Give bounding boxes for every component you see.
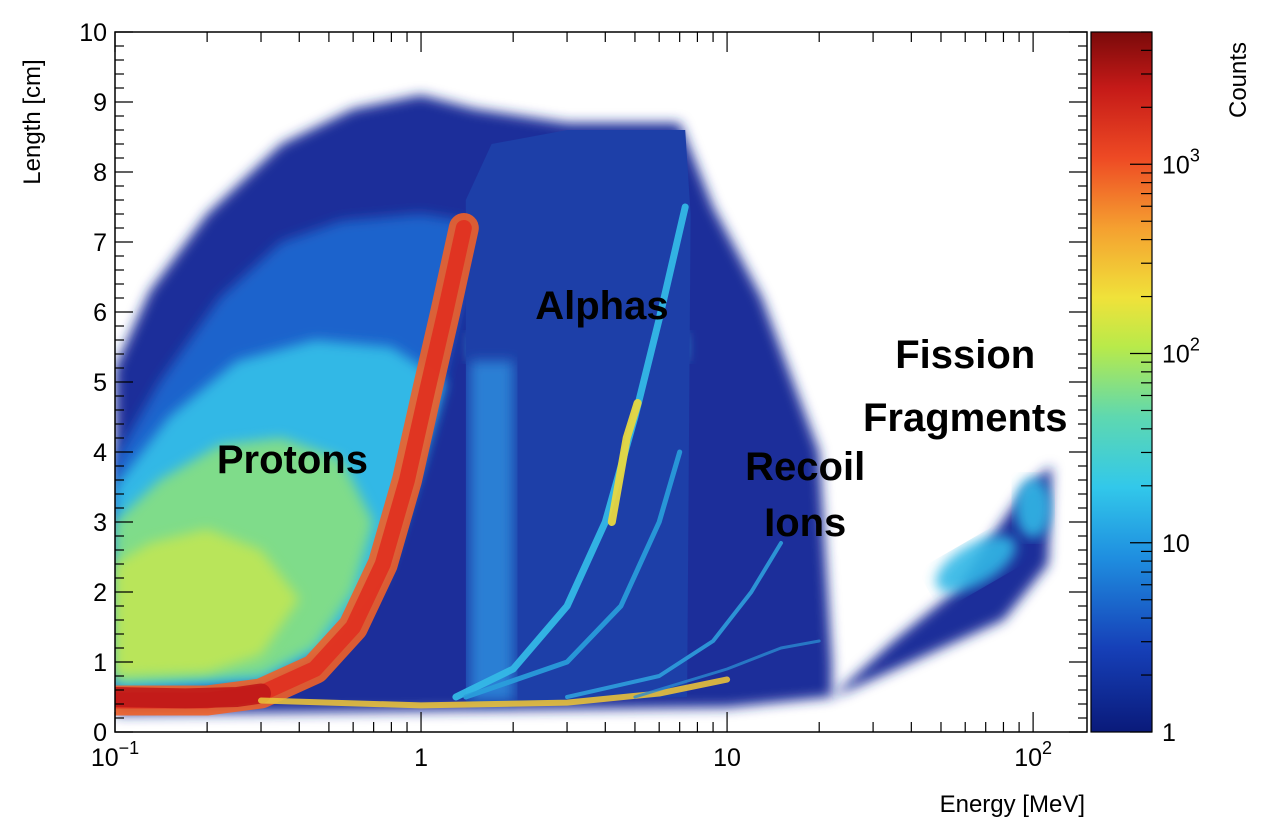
x-tick-label: 102: [1014, 738, 1052, 772]
tick-exponent: 3: [1190, 145, 1200, 165]
tick-base: 10: [1162, 341, 1190, 369]
alpha-region: [465, 130, 691, 704]
base-ridge: [258, 676, 731, 709]
y-tick-labels: 0 1 2 3 4 5 6 7 8 9 10: [79, 19, 107, 747]
recoil-curve-2: [633, 639, 821, 699]
alpha-curve: [452, 203, 689, 701]
x-tick-label: 10: [713, 744, 741, 772]
fission-blob-2: [1015, 478, 1052, 538]
tick-base: 10: [1014, 744, 1042, 772]
y-tick-label: 0: [93, 719, 107, 747]
fission-blob: [935, 535, 1017, 593]
tick-exponent: −1: [119, 738, 140, 758]
x-axis-title: Energy [MeV]: [940, 791, 1085, 818]
annotation-label: Recoil: [745, 445, 865, 489]
y-tick-label: 4: [93, 439, 107, 467]
alpha-left: [470, 361, 514, 701]
y-tick-label: 9: [93, 89, 107, 117]
y-tick-label: 7: [93, 229, 107, 257]
y-tick-label: 5: [93, 369, 107, 397]
heatmap-image: [115, 95, 1052, 716]
annotation-label: Fission: [895, 333, 1035, 377]
x-tick-label: 10−1: [91, 738, 139, 772]
tick-exponent: 2: [1190, 335, 1200, 355]
y-tick-label: 8: [93, 159, 107, 187]
annotations: Protons Alphas Recoil Ions Fission Fragments: [217, 284, 1068, 545]
alpha-curve-2: [463, 449, 683, 700]
colorbar-tick-label: 102: [1162, 335, 1200, 369]
colorbar: [1090, 31, 1153, 733]
colorbar-title: Counts: [1225, 42, 1252, 118]
x-tick-label: 1: [414, 744, 428, 772]
colorbar-ticks: [1130, 31, 1152, 733]
annotation-label: Fragments: [863, 396, 1068, 440]
proton-center: [115, 529, 300, 676]
x-tick-labels: 10−1 1 10 102: [91, 738, 1052, 772]
y-tick-label: 3: [93, 509, 107, 537]
colorbar-tick-label: 103: [1162, 145, 1200, 179]
annotation-label: Alphas: [535, 284, 668, 328]
y-tick-label: 1: [93, 649, 107, 677]
proton-peak: [115, 683, 271, 709]
recoil-curve: [565, 541, 783, 699]
alpha-hotspot: [607, 399, 642, 526]
tick-base: 10: [91, 744, 119, 772]
tick-base: 10: [1162, 151, 1190, 179]
y-tick-label: 2: [93, 579, 107, 607]
annotation-label: Protons: [217, 438, 368, 482]
y-tick-label: 10: [79, 19, 107, 47]
annotation-label: Ions: [764, 501, 846, 545]
colorbar-tick-label: 1: [1162, 719, 1176, 747]
y-tick-label: 6: [93, 299, 107, 327]
y-axis-title: Length [cm]: [19, 59, 46, 184]
axis-ticks: [114, 31, 1087, 733]
colorbar-tick-label: 10: [1162, 530, 1190, 558]
tick-exponent: 2: [1042, 738, 1052, 758]
